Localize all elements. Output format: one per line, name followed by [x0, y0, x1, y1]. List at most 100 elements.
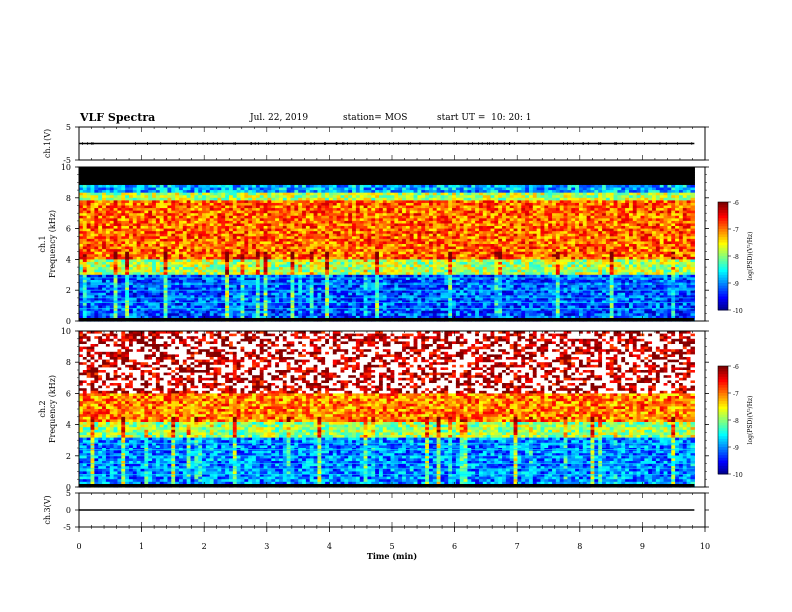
- colorbar-cell: [718, 277, 728, 281]
- colorbar-cell: [718, 272, 728, 276]
- colorbar-cell: [718, 425, 728, 429]
- colorbar-cell: [718, 218, 728, 222]
- start-time-label: start UT = 10: 20: 1: [437, 113, 532, 123]
- colorbar-cell: [718, 428, 728, 432]
- colorbar-cell: [718, 258, 728, 262]
- colorbar-cell: [718, 299, 728, 303]
- y-tick-label: 0: [66, 506, 71, 515]
- colorbar-cell: [718, 231, 728, 235]
- colorbar-cell: [718, 401, 728, 405]
- colorbar-cell: [718, 374, 728, 378]
- colorbar-cell: [718, 296, 728, 300]
- colorbar-cell: [718, 237, 728, 241]
- colorbar-cell: [718, 229, 728, 233]
- y-tick-label: 10: [61, 163, 71, 172]
- colorbar-cell: [718, 452, 728, 456]
- colorbar-cell: [718, 307, 728, 311]
- colorbar-cell: [718, 406, 728, 410]
- colorbar-cell: [718, 441, 728, 445]
- baseline-strip: [79, 318, 695, 321]
- y-tick-label: 10: [61, 327, 71, 336]
- colorbar-cell: [718, 371, 728, 375]
- colorbar-cell: [718, 204, 728, 208]
- colorbar-cell: [718, 291, 728, 295]
- colorbar-cell: [718, 398, 728, 402]
- colorbar-tick-label: -8: [733, 254, 739, 261]
- colorbar-cell: [718, 245, 728, 249]
- colorbar-cell: [718, 417, 728, 421]
- colorbar-cell: [718, 239, 728, 243]
- colorbar-cell: [718, 207, 728, 211]
- y-tick-label: 0: [66, 483, 71, 492]
- colorbar-cell: [718, 433, 728, 437]
- colorbar-tick-label: -6: [733, 364, 739, 371]
- colorbar-tick-label: -9: [733, 445, 739, 452]
- x-tick-label: 10: [700, 542, 710, 551]
- y-tick-label: 0: [66, 317, 71, 326]
- x-tick-label: 5: [389, 542, 394, 551]
- y-axis-label: Frequency (kHz): [48, 375, 57, 443]
- y-tick-label: 5: [66, 123, 71, 132]
- colorbar-tick-label: -10: [733, 308, 743, 315]
- colorbar-cell: [718, 382, 728, 386]
- y-axis-label: ch.3(V): [43, 495, 52, 524]
- colorbar-cell: [718, 226, 728, 230]
- y-tick-label: 6: [66, 225, 71, 234]
- y-tick-label: 2: [66, 286, 71, 295]
- colorbar-cell: [718, 449, 728, 453]
- colorbar-tick-label: -7: [733, 227, 739, 234]
- colorbar-cell: [718, 376, 728, 380]
- colorbar-cell: [718, 447, 728, 451]
- colorbar-cell: [718, 293, 728, 297]
- colorbar-cell: [718, 253, 728, 257]
- station-label: station= MOS: [343, 113, 407, 123]
- colorbar-cell: [718, 264, 728, 268]
- colorbar-cell: [718, 422, 728, 426]
- colorbar-cell: [718, 223, 728, 227]
- x-tick-label: 0: [76, 542, 81, 551]
- x-tick-label: 4: [327, 542, 332, 551]
- x-tick-label: 7: [515, 542, 520, 551]
- baseline-strip: [79, 484, 695, 487]
- colorbar-tick-label: -7: [733, 391, 739, 398]
- colorbar-cell: [718, 455, 728, 459]
- y-tick-label: -5: [63, 523, 71, 532]
- colorbar-cell: [718, 438, 728, 443]
- y-tick-label: 8: [66, 194, 71, 203]
- colorbar-cell: [718, 242, 728, 246]
- colorbar-cell: [718, 409, 728, 413]
- colorbar-cell: [718, 266, 728, 270]
- colorbar-tick-label: -9: [733, 281, 739, 288]
- y-tick-label: 6: [66, 389, 71, 398]
- colorbar-cell: [718, 444, 728, 448]
- colorbar-cell: [718, 368, 728, 372]
- colorbar-cell: [718, 460, 728, 464]
- colorbar-cell: [718, 393, 728, 397]
- colorbar-cell: [718, 247, 728, 252]
- y-axis-label: ch.2: [38, 400, 47, 417]
- colorbar-cell: [718, 212, 728, 216]
- x-tick-label: 1: [139, 542, 144, 551]
- x-tick-label: 6: [452, 542, 457, 551]
- colorbar-cell: [718, 215, 728, 219]
- y-tick-label: 4: [66, 421, 71, 430]
- colorbar-cell: [718, 384, 728, 389]
- colorbar-cell: [718, 414, 728, 418]
- x-tick-label: 8: [577, 542, 582, 551]
- colorbar-cell: [718, 395, 728, 399]
- y-axis-label: Frequency (kHz): [48, 210, 57, 278]
- colorbar-cell: [718, 210, 728, 214]
- colorbar-label: log(PSD)(V²/Hz): [747, 396, 754, 445]
- colorbar-cell: [718, 420, 728, 424]
- colorbar-cell: [718, 274, 728, 279]
- colorbar-cell: [718, 256, 728, 260]
- colorbar-cell: [718, 285, 728, 289]
- colorbar-tick-label: -6: [733, 200, 739, 207]
- colorbar-cell: [718, 468, 728, 472]
- colorbar-cell: [718, 366, 728, 370]
- y-axis-label: ch.1: [38, 235, 47, 252]
- colorbar-tick-label: -8: [733, 418, 739, 425]
- colorbar-tick-label: -10: [733, 472, 743, 479]
- colorbar-cell: [718, 463, 728, 467]
